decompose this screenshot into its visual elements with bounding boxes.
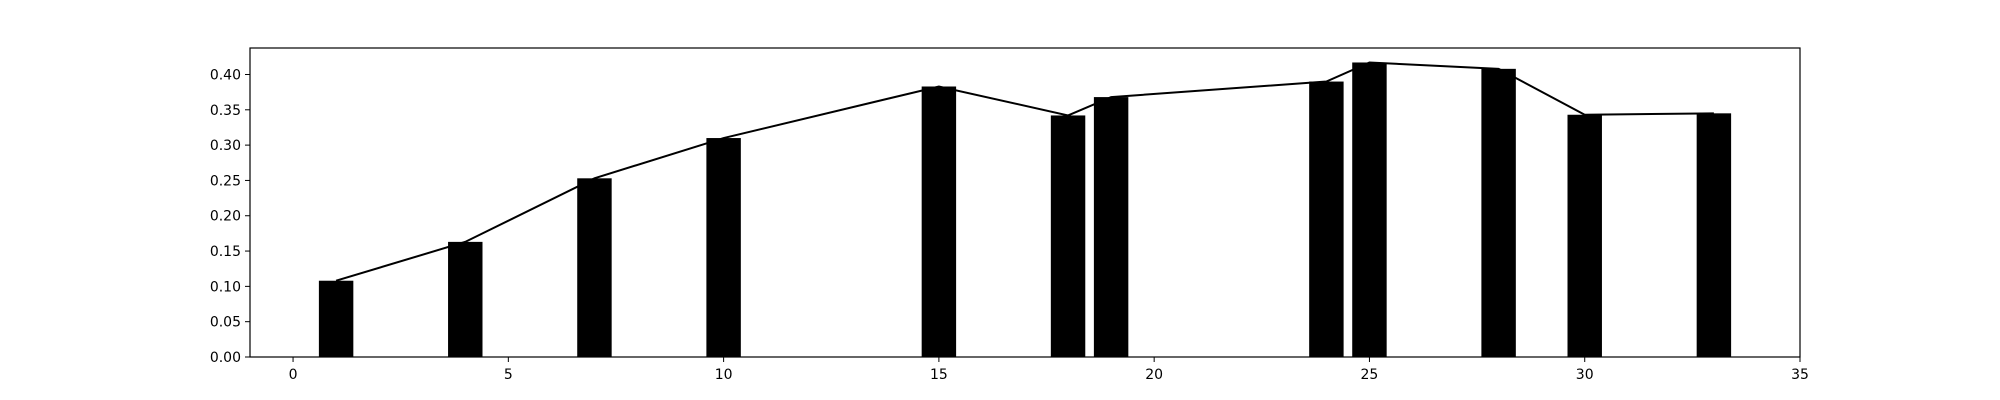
y-tick-label: 0.15 — [210, 244, 241, 260]
bars-layer — [318, 62, 1732, 358]
ticks-layer: 0 5 10 15 20 25 30 35 0.00 0.05 0.10 0.15 0.20 0.25 0.… — [210, 67, 1809, 383]
bar — [706, 138, 741, 357]
x-tick-label: 30 — [1576, 367, 1594, 383]
bar — [1481, 68, 1516, 358]
y-tick-label: 0.40 — [210, 67, 241, 83]
x-tick-label: 0 — [289, 367, 298, 383]
bar — [1093, 97, 1129, 358]
x-tick-label: 35 — [1791, 367, 1809, 383]
bar — [1567, 114, 1602, 357]
bar — [1309, 81, 1344, 357]
x-tick-label: 5 — [504, 367, 513, 383]
series-line — [335, 61, 1714, 282]
y-tick-label: 0.10 — [210, 279, 241, 295]
y-tick-label: 0.05 — [210, 315, 241, 331]
bar — [1050, 115, 1086, 357]
y-tick-label: 0.25 — [210, 173, 241, 189]
bar — [1352, 62, 1387, 358]
y-tick-label: 0.30 — [210, 138, 241, 154]
y-tick-label: 0.20 — [210, 209, 241, 225]
bar — [577, 178, 612, 357]
x-tick-label: 10 — [715, 367, 733, 383]
y-tick-label: 0.00 — [210, 350, 241, 366]
x-tick-label: 15 — [930, 367, 948, 383]
axes-layer — [249, 47, 1801, 358]
line-layer — [335, 61, 1714, 282]
y-tick-label: 0.35 — [210, 103, 241, 119]
bar — [921, 86, 957, 358]
bar — [1696, 113, 1732, 358]
plot-frame — [249, 47, 1801, 358]
x-tick-label: 20 — [1145, 367, 1163, 383]
bar — [318, 280, 354, 357]
x-tick-label: 25 — [1361, 367, 1379, 383]
bar — [448, 241, 483, 357]
